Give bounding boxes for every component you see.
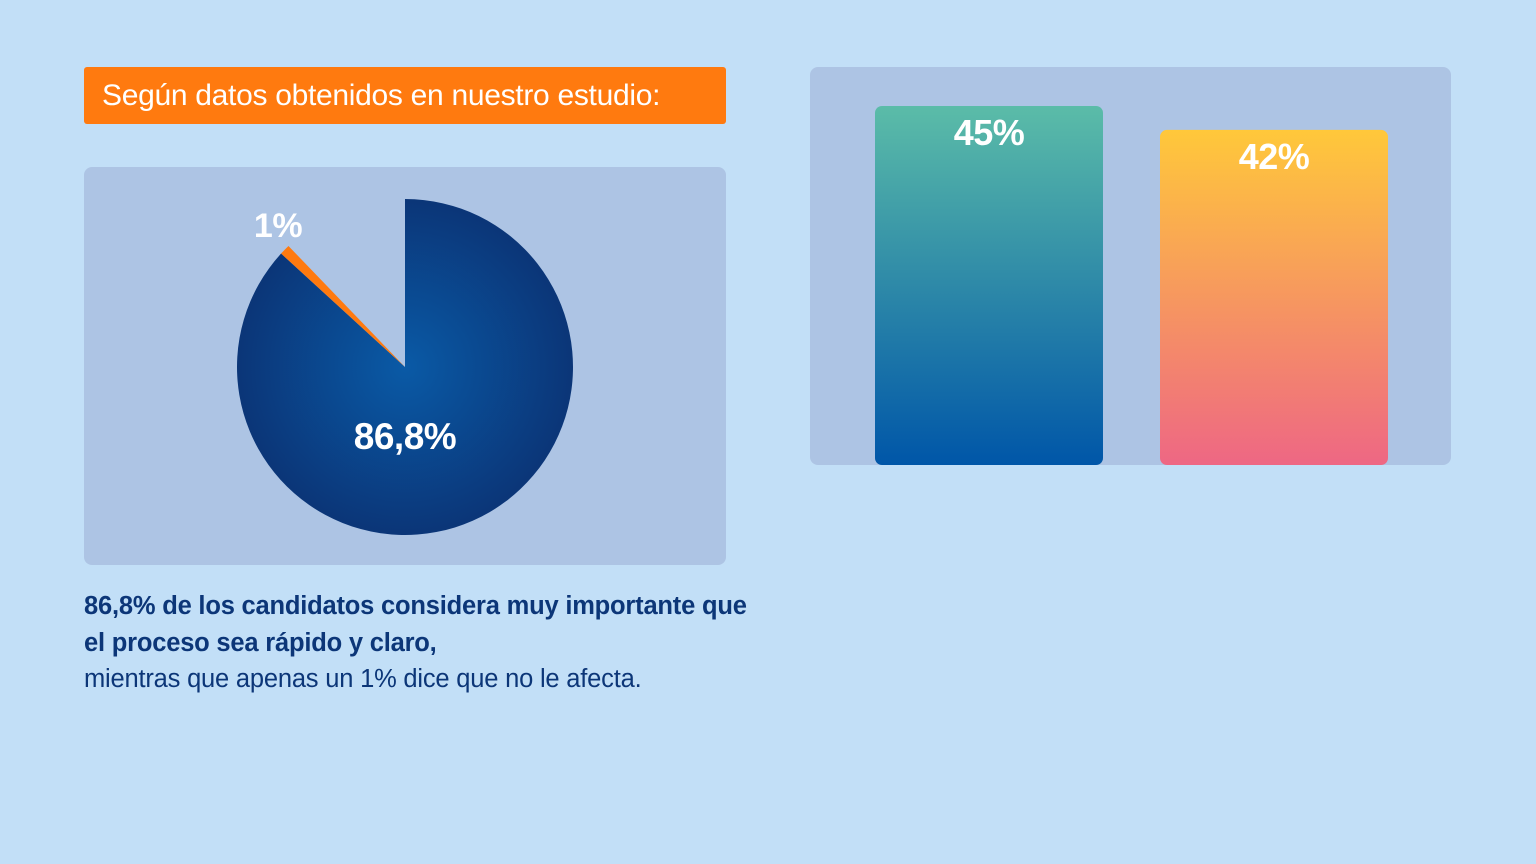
pie-slice-small <box>281 245 405 367</box>
bar <box>875 106 1103 465</box>
bar <box>1160 129 1388 465</box>
pie-label-small: 1% <box>254 207 302 245</box>
caption-bold: 86,8% de los candidatos considera muy im… <box>84 592 747 657</box>
pie-label-main: 86,8% <box>354 416 456 457</box>
bar-value-label: 42% <box>1239 136 1310 177</box>
headline-text: Según datos obtenidos en nuestro estudio… <box>102 78 661 112</box>
bar-chart: 45% 42% <box>875 106 1388 465</box>
caption-normal: mientras que apenas un 1% dice que no le… <box>84 665 642 693</box>
bar-chart-panel: 45% 42% <box>810 67 1451 465</box>
headline-banner: Según datos obtenidos en nuestro estudio… <box>84 67 726 124</box>
pie-chart: 86,8% 1% <box>237 199 573 535</box>
caption: 86,8% de los candidatos considera muy im… <box>84 588 764 698</box>
bar-value-label: 45% <box>954 112 1025 153</box>
pie-chart-panel: 86,8% 1% <box>84 167 726 565</box>
